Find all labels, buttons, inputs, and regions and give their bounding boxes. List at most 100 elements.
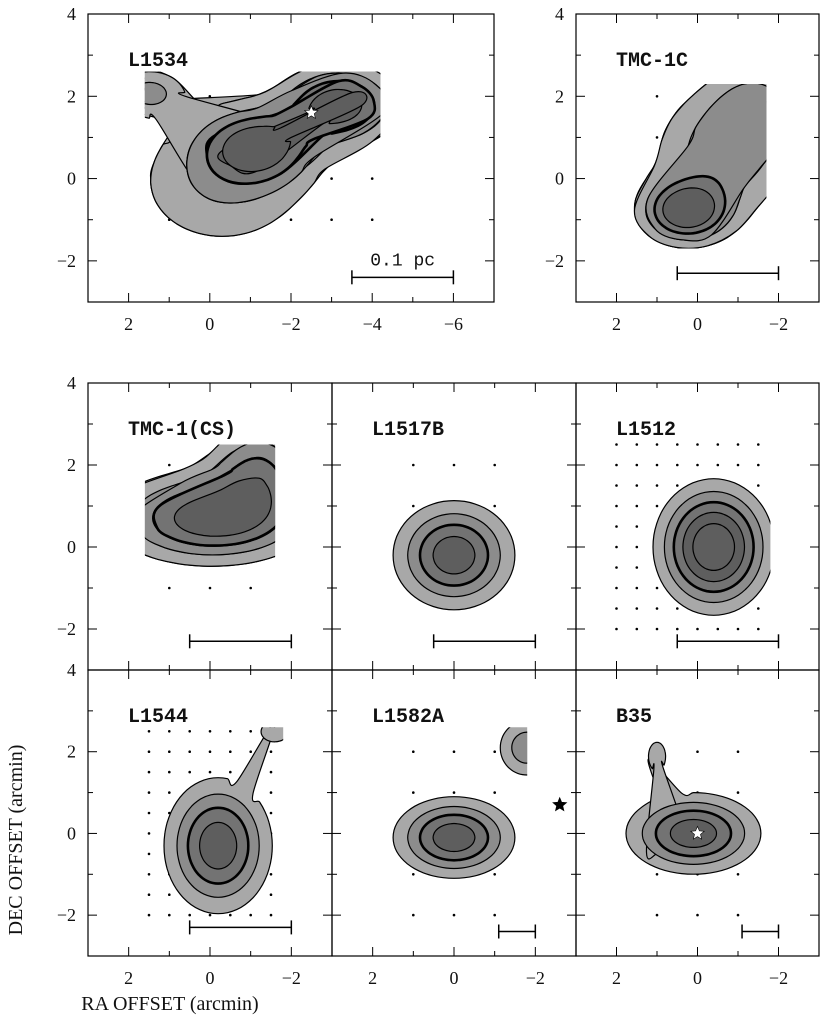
grid-dot — [716, 463, 720, 467]
grid-dot — [736, 443, 740, 446]
grid-dot — [615, 463, 618, 467]
grid-dot — [736, 750, 740, 753]
grid-dot — [147, 832, 151, 835]
grid-dot — [716, 443, 720, 446]
y-tick-label: 4 — [67, 4, 76, 24]
scale-bar — [676, 634, 780, 649]
grid-dot — [615, 525, 618, 528]
grid-dot — [493, 873, 497, 876]
contour-group — [392, 727, 528, 879]
contour-level-4 — [432, 535, 476, 575]
grid-dot — [696, 913, 699, 917]
grid-dot — [655, 504, 659, 508]
grid-dot — [452, 750, 456, 753]
y-tick-label: 4 — [67, 373, 76, 393]
grid-dot — [269, 770, 273, 774]
contour-level-2 — [144, 81, 168, 106]
x-tick-label: 2 — [612, 314, 621, 334]
grid-dot — [147, 893, 151, 896]
grid-dot — [269, 811, 273, 815]
grid-dot — [493, 750, 497, 753]
y-axis-title: DEC OFFSET (arcmin) — [5, 745, 27, 936]
contour-level-1 — [260, 727, 284, 743]
panel-title: L1534 — [128, 50, 188, 73]
grid-dot — [412, 750, 415, 753]
grid-dot — [655, 463, 659, 467]
x-tick-label: −2 — [769, 968, 788, 988]
grid-dot — [147, 913, 151, 917]
grid-dot — [676, 627, 679, 631]
y-tick-label: 2 — [67, 86, 76, 106]
grid-dot — [635, 484, 639, 487]
grid-dot — [412, 504, 415, 508]
grid-dot — [716, 627, 720, 631]
panel-l1512: L1512 — [575, 382, 820, 671]
grid-dot — [452, 463, 456, 467]
grid-dot — [655, 586, 659, 590]
grid-dot — [147, 791, 151, 794]
tick-marks — [575, 382, 820, 671]
grid-dot — [655, 136, 659, 139]
grid-dot — [676, 607, 679, 610]
grid-dot — [655, 873, 659, 876]
grid-dot — [168, 770, 171, 774]
grid-dot — [696, 443, 699, 446]
x-tick-label: 0 — [205, 314, 214, 334]
contour-level-5 — [692, 522, 736, 572]
grid-dot — [655, 95, 659, 98]
grid-dot — [757, 607, 760, 610]
grid-dot — [269, 913, 273, 917]
scale-bar: 0.1 pc — [351, 251, 455, 285]
grid-dot — [635, 525, 639, 528]
scale-bar — [188, 634, 293, 649]
grid-dot — [168, 750, 171, 753]
grid-dot — [208, 586, 212, 590]
grid-dot — [412, 791, 415, 794]
grid-dot — [635, 504, 639, 508]
x-tick-label: −6 — [444, 314, 463, 334]
grid-dot — [330, 177, 333, 180]
panel-title: B35 — [616, 706, 652, 729]
grid-dot — [615, 607, 618, 610]
grid-dot — [493, 791, 497, 794]
y-tick-label: 2 — [67, 742, 76, 762]
x-tick-label: 0 — [693, 314, 702, 334]
panel-title: L1582A — [372, 706, 444, 729]
contour-group — [144, 71, 381, 237]
x-tick-label: −2 — [526, 968, 545, 988]
grid-dot — [615, 484, 618, 487]
grid-dot — [736, 913, 740, 917]
y-tick-label: 0 — [67, 537, 76, 557]
tick-marks — [87, 13, 495, 303]
contour-level-4 — [662, 187, 716, 229]
grid-dot — [249, 586, 252, 590]
grid-dot — [208, 750, 212, 753]
grid-dot — [412, 913, 415, 917]
grid-dot — [493, 504, 497, 508]
y-tick-label: 2 — [555, 86, 564, 106]
x-tick-label: 0 — [206, 968, 215, 988]
grid-dot — [229, 730, 232, 733]
grid-dot — [757, 443, 760, 446]
panel-title: TMC-1C — [616, 50, 688, 73]
x-tick-label: −2 — [281, 314, 300, 334]
grid-dot — [147, 873, 151, 876]
grid-dot — [655, 913, 659, 917]
grid-dot — [269, 791, 273, 794]
grid-dot — [370, 218, 374, 221]
grid-dot — [168, 586, 171, 590]
grid-dot — [208, 770, 212, 774]
grid-dot — [188, 730, 191, 733]
contour-group — [652, 478, 771, 616]
grid-dot — [168, 791, 171, 794]
y-tick-label: 2 — [67, 455, 76, 475]
grid-dot — [736, 791, 740, 794]
y-tick-label: −2 — [57, 619, 76, 639]
scale-bar — [741, 924, 780, 939]
grid-dot — [269, 893, 273, 896]
grid-dot — [168, 893, 171, 896]
y-tick-label: 4 — [555, 4, 564, 24]
grid-dot — [188, 750, 191, 753]
source-star-icon — [552, 796, 568, 812]
x-tick-label: 2 — [124, 314, 133, 334]
